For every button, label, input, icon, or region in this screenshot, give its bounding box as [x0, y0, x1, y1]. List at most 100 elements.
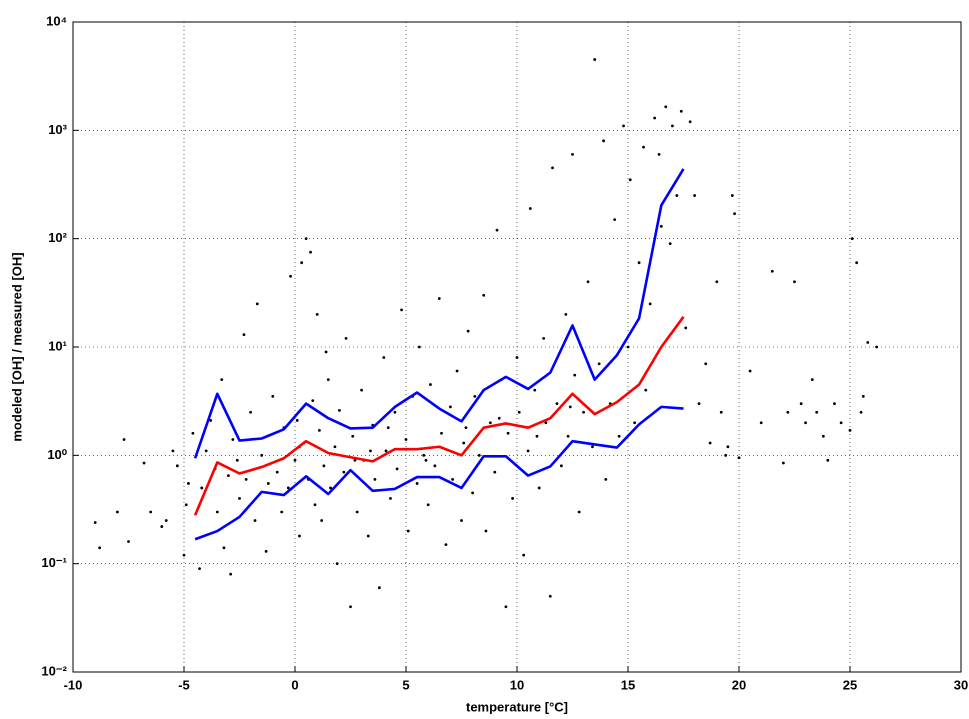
- scatter-point: [622, 124, 625, 128]
- x-tick-label: 20: [732, 677, 746, 692]
- scatter-point: [171, 449, 175, 453]
- scatter-point: [604, 477, 608, 481]
- scatter-point: [648, 302, 652, 306]
- scatter-point: [506, 431, 510, 435]
- scatter-point: [393, 410, 397, 414]
- scatter-point: [688, 120, 692, 124]
- scatter-point: [318, 428, 321, 432]
- x-tick-label: 5: [402, 677, 409, 692]
- scatter-point: [433, 464, 437, 468]
- scatter-point: [122, 438, 126, 441]
- scatter-point: [537, 486, 541, 490]
- scatter-point: [473, 394, 477, 398]
- scatter-point: [848, 428, 852, 432]
- scatter-point: [715, 280, 719, 284]
- scatter-point: [338, 408, 341, 412]
- scatter-point: [231, 438, 235, 441]
- scatter-point: [220, 378, 224, 382]
- scatter-point: [255, 302, 259, 306]
- scatter-point: [209, 419, 213, 422]
- x-tick-label: 15: [621, 677, 635, 692]
- scatter-point: [591, 445, 594, 449]
- scatter-point: [859, 410, 863, 414]
- scatter-point: [355, 510, 359, 514]
- y-axis-label: modeled [OH] / measured [OH]: [9, 252, 24, 441]
- scatter-point: [708, 441, 712, 445]
- scatter-point: [586, 280, 590, 284]
- scatter-point: [149, 510, 153, 514]
- scatter-point: [535, 434, 539, 438]
- scatter-point: [460, 519, 463, 522]
- scatter-point: [577, 510, 581, 514]
- scatter-point: [657, 152, 661, 156]
- scatter-point: [386, 426, 390, 430]
- scatter-point: [737, 456, 741, 460]
- scatter-point: [406, 529, 410, 533]
- scatter-point: [329, 486, 332, 490]
- scatter-point: [855, 261, 859, 265]
- x-tick-label: 0: [291, 677, 298, 692]
- scatter-point: [309, 250, 312, 254]
- scatter-point: [528, 207, 532, 210]
- scatter-point: [526, 449, 530, 453]
- scatter-point: [275, 470, 279, 474]
- scatter-point: [449, 405, 452, 409]
- scatter-point: [200, 486, 204, 490]
- scatter-point: [597, 362, 601, 366]
- x-tick-label: 30: [954, 677, 968, 692]
- scatter-point: [704, 362, 708, 366]
- scatter-point: [382, 356, 386, 359]
- scatter-point: [782, 461, 785, 465]
- scatter-point: [464, 426, 468, 430]
- scatter-point: [342, 470, 346, 474]
- scatter-point: [555, 402, 559, 406]
- scatter-point: [238, 497, 241, 500]
- scatter-point: [320, 519, 324, 522]
- scatter-point: [517, 410, 521, 414]
- x-axis-label: temperature [°C]: [466, 699, 568, 714]
- scatter-point: [471, 491, 474, 495]
- y-tick-label: 10³: [48, 122, 67, 137]
- scatter-point: [429, 383, 432, 386]
- scatter-point: [271, 394, 275, 398]
- scatter-point: [322, 464, 326, 468]
- scatter-point: [850, 237, 854, 241]
- scatter-point: [444, 543, 448, 546]
- scatter-point: [451, 477, 455, 481]
- scatter-point: [866, 341, 870, 344]
- scatter-point: [726, 445, 730, 449]
- scatter-point: [642, 145, 645, 149]
- scatter-point: [311, 399, 315, 403]
- scatter-point: [799, 402, 803, 406]
- scatter-point: [264, 549, 268, 553]
- scatter-point: [793, 280, 796, 284]
- scatter-point: [560, 464, 563, 468]
- scatter-point: [644, 388, 648, 392]
- scatter-point: [515, 356, 519, 359]
- scatter-point: [875, 345, 879, 349]
- scatter-point: [488, 421, 492, 425]
- scatter-point: [333, 445, 337, 449]
- x-tick-label: 25: [843, 677, 857, 692]
- scatter-point: [164, 519, 168, 522]
- scatter-point: [187, 482, 190, 485]
- scatter-point: [602, 139, 605, 143]
- scatter-point: [493, 470, 497, 474]
- scatter-point: [349, 605, 352, 609]
- scatter-point: [286, 486, 290, 490]
- scatter-point: [360, 388, 363, 392]
- scatter-point: [351, 434, 355, 438]
- scatter-point: [582, 410, 585, 414]
- scatter-point: [184, 503, 188, 507]
- scatter-point: [675, 194, 679, 197]
- scatter-point: [482, 293, 486, 297]
- scatter-point: [366, 534, 370, 538]
- scatter-point: [466, 329, 470, 333]
- scatter-point: [289, 274, 292, 278]
- scatter-point: [253, 519, 257, 522]
- scatter-point: [653, 116, 657, 120]
- scatter-point: [551, 166, 554, 170]
- scatter-point: [462, 441, 466, 445]
- scatter-point: [98, 546, 102, 550]
- line: [194, 405, 684, 541]
